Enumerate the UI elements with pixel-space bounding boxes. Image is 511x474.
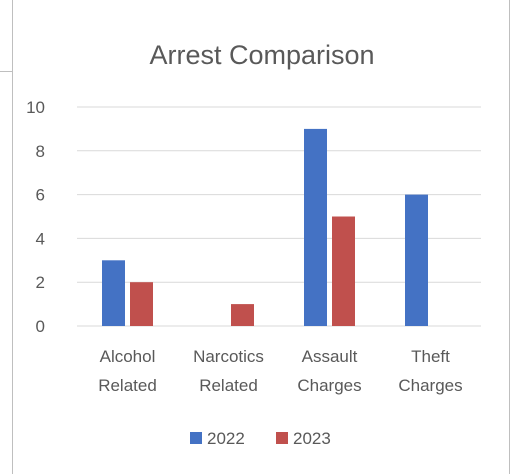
bar-2023-2[interactable]: [332, 216, 355, 327]
bars: [102, 128, 428, 327]
category-labels: Alcohol Related Narcotics Related Assault Cha…: [98, 347, 462, 395]
y-tick-label: 0: [36, 317, 45, 336]
legend-swatch-2022: [190, 432, 202, 444]
x-category-label: Alcohol: [100, 347, 156, 366]
legend-label-2022: 2022: [207, 429, 245, 448]
x-category-label: Charges: [297, 376, 361, 395]
background-sheet: [0, 0, 12, 72]
y-axis-ticks: 0 2 4 6 8 10: [26, 98, 45, 336]
y-tick-label: 6: [36, 186, 45, 205]
bar-2022-0[interactable]: [102, 260, 125, 326]
x-category-label: Theft: [411, 347, 450, 366]
legend: 2022 2023: [190, 429, 331, 448]
bar-2022-2[interactable]: [304, 128, 327, 326]
bar-2022-3[interactable]: [405, 194, 428, 326]
x-category-label: Assault: [302, 347, 358, 366]
y-tick-label: 4: [36, 229, 45, 248]
x-category-label: Related: [98, 376, 157, 395]
background-border: [0, 71, 12, 72]
x-category-label: Related: [199, 376, 258, 395]
y-tick-label: 8: [36, 142, 45, 161]
chart-title: Arrest Comparison: [149, 40, 374, 70]
legend-swatch-2023: [276, 432, 288, 444]
x-category-label: Charges: [398, 376, 462, 395]
x-category-label: Narcotics: [193, 347, 264, 366]
y-tick-label: 10: [26, 98, 45, 117]
y-tick-label: 2: [36, 273, 45, 292]
legend-label-2023: 2023: [293, 429, 331, 448]
bar-2023-0[interactable]: [130, 282, 153, 326]
bar-2023-1[interactable]: [231, 304, 254, 326]
